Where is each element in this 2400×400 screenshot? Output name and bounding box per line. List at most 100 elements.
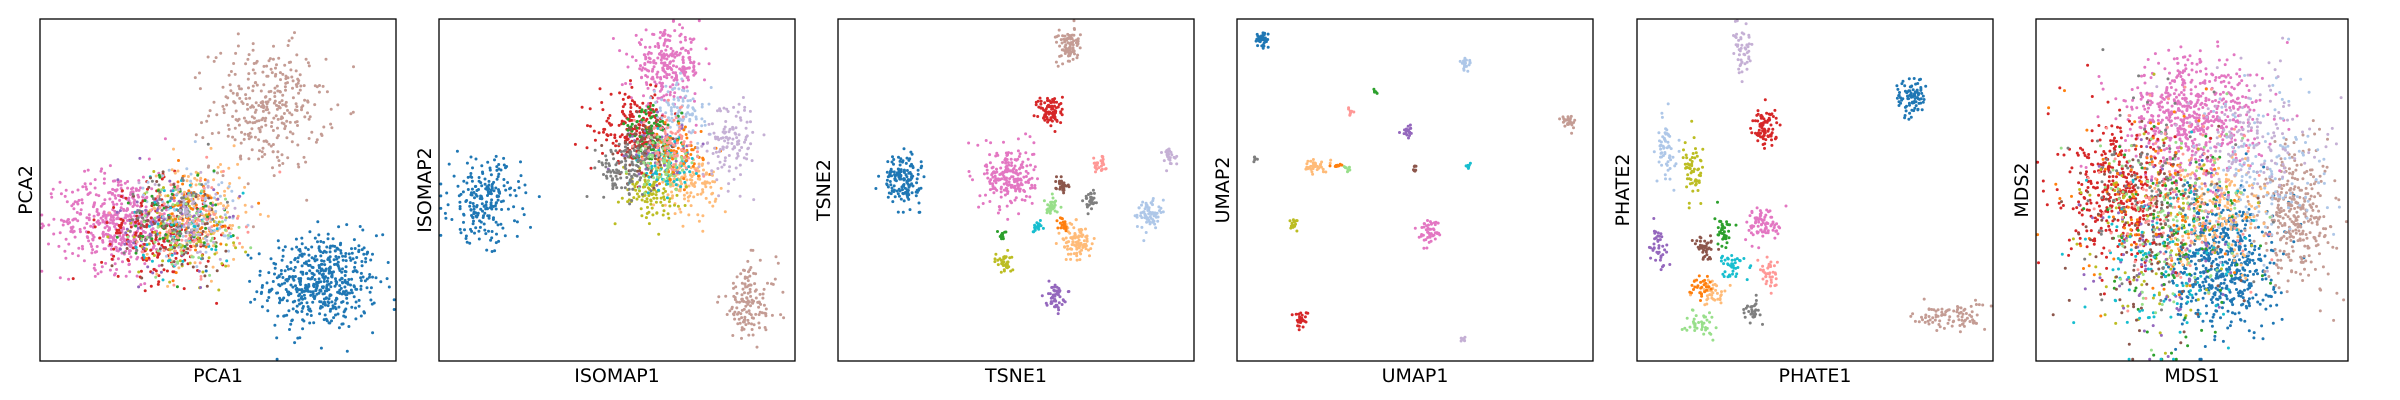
tsne-point-cluster-2	[998, 208, 1002, 212]
pca-point-cluster-4	[183, 190, 186, 194]
isomap-point-cluster-0	[495, 177, 499, 181]
pca-point-cluster-0	[268, 288, 271, 292]
isomap-point-cluster-1	[774, 255, 778, 259]
pca-point-cluster-14	[141, 250, 144, 254]
pca-point-cluster-8	[170, 192, 174, 196]
pca-point-cluster-13	[176, 232, 180, 235]
pca-point-cluster-4	[243, 203, 247, 207]
tsne-point-cluster-2	[1010, 161, 1014, 165]
isomap-point-cluster-0	[481, 170, 484, 174]
pca-point-cluster-0	[289, 283, 293, 287]
isomap-point-cluster-1	[737, 311, 741, 314]
pca-point-cluster-0	[334, 277, 337, 281]
pca-point-cluster-0	[260, 305, 264, 309]
pca-point-cluster-0	[323, 269, 327, 273]
pca-point-cluster-0	[369, 298, 373, 302]
pca-point-cluster-13	[184, 250, 188, 254]
isomap-point-cluster-4	[704, 185, 708, 189]
pca-point-cluster-0	[361, 228, 365, 232]
pca-point-cluster-2	[112, 203, 116, 207]
isomap-point-cluster-2	[673, 77, 677, 80]
pca-point-cluster-1	[262, 104, 266, 108]
pca-point-cluster-0	[315, 269, 319, 273]
isomap-point-cluster-12	[642, 161, 646, 165]
pca-point-cluster-15	[190, 228, 194, 232]
pca-point-cluster-0	[273, 272, 276, 276]
isomap-point-cluster-15	[728, 136, 731, 140]
isomap-point-cluster-6	[686, 99, 690, 103]
isomap-point-cluster-1	[747, 321, 751, 325]
pca-point-cluster-0	[300, 301, 304, 305]
isomap-point-cluster-15	[712, 131, 716, 135]
isomap-point-cluster-3	[609, 92, 613, 96]
pca-point-cluster-0	[319, 240, 323, 243]
isomap-point-cluster-2	[668, 61, 672, 65]
pca-point-cluster-1	[275, 84, 279, 88]
isomap-point-cluster-2	[658, 51, 662, 55]
isomap-point-cluster-1	[750, 298, 754, 302]
pca-point-cluster-0	[333, 302, 337, 306]
pca-point-cluster-2	[52, 217, 56, 221]
isomap-point-cluster-14	[664, 132, 667, 136]
tsne-point-cluster-1	[1072, 49, 1076, 53]
isomap-point-cluster-13	[640, 151, 644, 155]
isomap-point-cluster-2	[644, 28, 648, 32]
pca-point-cluster-0	[291, 275, 295, 278]
pca-point-cluster-0	[330, 273, 334, 277]
isomap-point-cluster-2	[687, 56, 691, 60]
pca-point-cluster-4	[222, 204, 225, 208]
isomap-point-cluster-8	[640, 110, 643, 114]
isomap-point-cluster-2	[652, 65, 656, 69]
pca-point-cluster-5	[200, 254, 204, 257]
pca-point-cluster-15	[233, 206, 237, 210]
isomap-point-cluster-11	[647, 126, 651, 130]
isomap-point-cluster-1	[735, 275, 739, 279]
isomap-point-cluster-3	[592, 129, 596, 133]
isomap-y-axis-label: ISOMAP2	[414, 147, 436, 233]
isomap-point-cluster-2	[684, 48, 688, 52]
pca-point-cluster-13	[131, 192, 135, 196]
pca-point-cluster-2	[113, 262, 117, 266]
isomap-point-cluster-0	[504, 188, 508, 192]
pca-point-cluster-0	[381, 233, 385, 237]
pca-point-cluster-6	[168, 219, 172, 223]
pca-point-cluster-14	[165, 230, 169, 234]
isomap-point-cluster-10	[663, 121, 667, 124]
pca-point-cluster-4	[193, 261, 197, 265]
isomap-point-cluster-12	[639, 148, 643, 152]
isomap-point-cluster-0	[480, 164, 484, 168]
isomap-point-cluster-2	[663, 28, 667, 32]
tsne-point-cluster-3	[1042, 115, 1046, 119]
isomap-point-cluster-2	[624, 82, 628, 85]
pca-point-cluster-4	[145, 252, 149, 256]
pca-point-cluster-10	[176, 180, 180, 184]
pca-point-cluster-0	[341, 258, 345, 262]
pca-point-cluster-3	[157, 242, 161, 246]
pca-point-cluster-0	[341, 254, 345, 258]
pca-point-cluster-1	[287, 39, 291, 43]
isomap-point-cluster-1	[745, 276, 749, 280]
isomap-point-cluster-8	[680, 111, 684, 115]
pca-point-cluster-7	[132, 241, 136, 245]
isomap-point-cluster-15	[713, 146, 717, 150]
isomap-point-cluster-5	[652, 196, 656, 200]
pca-point-cluster-2	[122, 238, 126, 242]
pca-point-cluster-0	[350, 305, 354, 309]
pca-point-cluster-12	[193, 216, 197, 220]
isomap-point-cluster-2	[665, 67, 669, 70]
isomap-point-cluster-10	[677, 121, 681, 125]
isomap-point-cluster-1	[770, 282, 773, 286]
isomap-point-cluster-8	[650, 124, 654, 128]
isomap-point-cluster-12	[662, 178, 666, 182]
pca-point-cluster-0	[311, 300, 315, 304]
isomap-point-cluster-8	[666, 123, 670, 127]
isomap-point-cluster-1	[724, 294, 728, 298]
pca-point-cluster-0	[279, 272, 283, 276]
isomap-point-cluster-2	[671, 49, 675, 53]
isomap-point-cluster-6	[671, 88, 675, 91]
isomap-point-cluster-15	[738, 148, 742, 152]
tsne-point-cluster-3	[1055, 119, 1059, 123]
isomap-point-cluster-10	[699, 130, 703, 133]
isomap-point-cluster-5	[654, 193, 658, 197]
isomap-point-cluster-3	[621, 109, 624, 113]
